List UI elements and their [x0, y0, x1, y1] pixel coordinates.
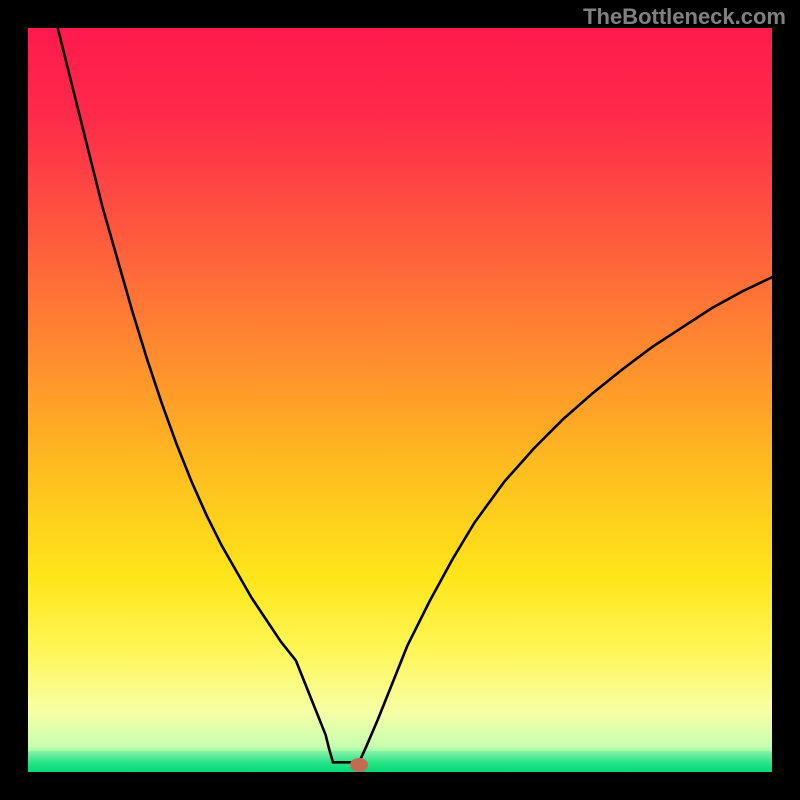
plot-area [28, 28, 772, 772]
bottleneck-curve [28, 28, 772, 772]
chart-container: TheBottleneck.com [0, 0, 800, 800]
curve-left-branch [58, 28, 333, 762]
watermark-text: TheBottleneck.com [583, 4, 786, 30]
marker-point [350, 758, 368, 772]
curve-right-branch [359, 277, 772, 762]
